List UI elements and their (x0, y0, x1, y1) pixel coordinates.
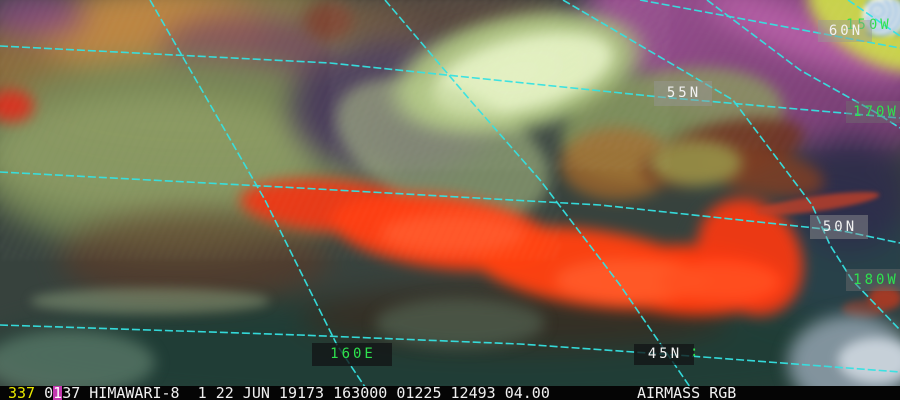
product-name-label: AIRMASS RGB (637, 384, 737, 400)
status-bar: 337 0 1 37 HIMAWARI-8 1 22 JUN 19173 16300… (0, 386, 900, 400)
frame-number: 337 (8, 384, 36, 400)
graticule-tick-mark: : (690, 344, 702, 360)
latitude-label-55n: 55N (654, 81, 712, 106)
cursor-character: 1 (53, 384, 63, 400)
longitude-label-160e: 160E (312, 343, 392, 366)
longitude-label-170w: 170W (846, 101, 900, 123)
latitude-line-45n (0, 324, 900, 373)
latitude-line-50n (0, 171, 900, 244)
cloud-fiber-texture (0, 0, 560, 260)
latitude-label-60n: 60N (818, 20, 872, 42)
longitude-line-170w (706, 0, 900, 129)
longitude-label-180w: 180W (846, 269, 900, 291)
longitude-line-mid (384, 0, 691, 388)
longitude-line-180w (562, 0, 900, 331)
latitude-line-60n (639, 0, 900, 49)
latitude-label-50n: 50N (810, 215, 868, 239)
comma-cloud-texture (330, 0, 670, 170)
telemetry-text: 37 HIMAWARI-8 1 22 JUN 19173 163000 0122… (62, 384, 550, 400)
jet-streak-texture (580, 0, 900, 150)
telemetry-pre: 0 (35, 384, 54, 400)
latitude-label-45n: 45N (634, 344, 694, 365)
longitude-label-150w: 150W (846, 17, 892, 33)
longitude-line-160e (149, 0, 366, 388)
latitude-line-55n (0, 45, 900, 119)
